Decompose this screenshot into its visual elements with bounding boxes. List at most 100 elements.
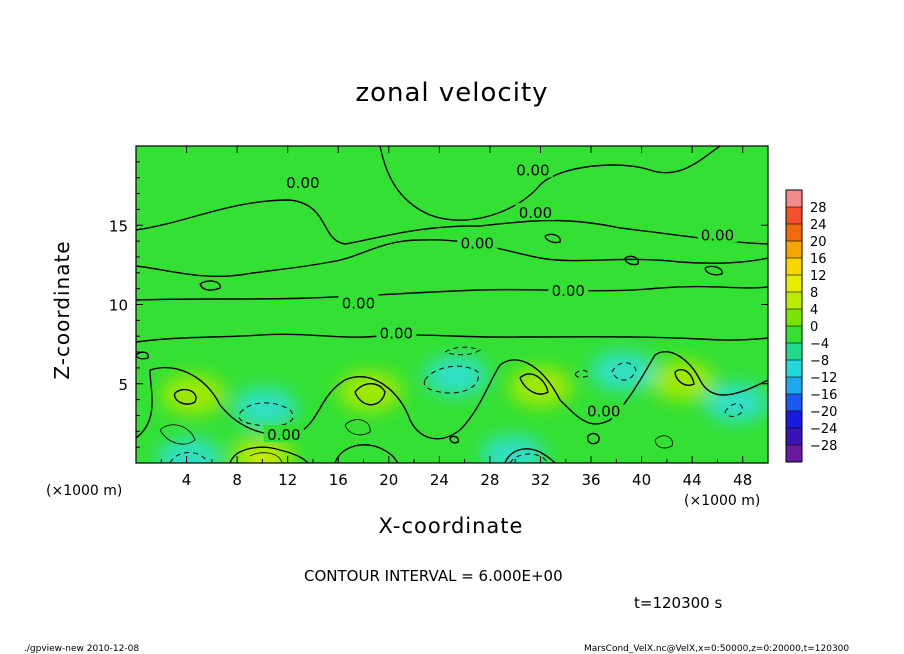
contour-line-zero <box>136 351 768 440</box>
contour-line-zero <box>136 239 768 278</box>
field-feature-negative <box>232 387 297 428</box>
field-feature-negative <box>704 382 768 423</box>
contour-line-zero <box>504 448 556 463</box>
colorbar-label: −24 <box>810 422 837 437</box>
colorbar-segment <box>786 309 802 327</box>
contour-label: 0.00 <box>519 204 552 222</box>
contour-label: 0.00 <box>587 402 620 420</box>
field-feature-peak <box>248 453 277 463</box>
contour-line-zero <box>674 368 695 386</box>
contour-label-bg <box>263 425 304 443</box>
contour-label: 0.00 <box>380 325 413 343</box>
contour-line-positive <box>654 435 673 449</box>
colorbar-label: 28 <box>810 201 827 216</box>
contour-label-bg <box>457 233 498 251</box>
contour-label-bg <box>376 323 417 341</box>
colorbar-segment <box>786 241 802 259</box>
contour-line-zero <box>136 199 768 245</box>
colorbar-segment <box>786 394 802 412</box>
x-tick-label: 44 <box>683 471 702 489</box>
x-tick-label: 40 <box>632 471 651 489</box>
contour-label: 0.00 <box>516 161 549 179</box>
field-feature-positive <box>337 371 402 412</box>
contour-line-zero <box>136 351 149 360</box>
field-feature-positive <box>160 374 225 415</box>
x-tick-label: 24 <box>430 471 449 489</box>
chart-title: zonal velocity <box>355 78 549 108</box>
colorbar-segment <box>786 326 802 344</box>
time-stamp: t=120300 s <box>634 594 723 612</box>
x-tick-label: 48 <box>733 471 752 489</box>
field-feature-positive <box>650 360 715 401</box>
contour-label-bg <box>515 203 556 221</box>
contour-label-bg <box>583 401 624 419</box>
contour-line-zero <box>354 383 386 406</box>
x-tick-label: 28 <box>480 471 499 489</box>
colorbar-segment <box>786 292 802 310</box>
contour-line-zero <box>704 265 723 276</box>
contour-label: 0.00 <box>701 226 734 244</box>
x-axis-label-text: X-coordinate <box>378 514 524 538</box>
x-tick-label: 16 <box>329 471 348 489</box>
contour-line-negative <box>574 369 589 378</box>
contour-line-positive <box>344 419 371 436</box>
colorbar-segment <box>786 224 802 242</box>
y-tick-label: 10 <box>109 297 128 315</box>
contour-line-negative <box>509 453 549 463</box>
y-tick-label: 15 <box>109 217 128 235</box>
field-feature-negative <box>480 435 545 463</box>
contour-line-positive <box>249 452 283 463</box>
contour-line-zero <box>544 233 561 244</box>
contour-line-zero <box>334 444 399 463</box>
y-tick-label: 5 <box>118 376 128 394</box>
colorbar-label: 16 <box>810 252 827 267</box>
contour-label: 0.00 <box>552 282 585 300</box>
field-features <box>157 351 768 463</box>
colorbar-label: −20 <box>810 405 837 420</box>
x-tick-label: 32 <box>531 471 550 489</box>
x-tick-label: 8 <box>232 471 242 489</box>
x-tick-label: 20 <box>379 471 398 489</box>
colorbar-segment <box>786 445 802 463</box>
colorbar-label: 8 <box>810 286 818 301</box>
x-tick-label: 12 <box>278 471 297 489</box>
colorbar-label: 4 <box>810 303 818 318</box>
contour-line-negative <box>169 452 209 463</box>
contour-line-zero <box>586 432 600 445</box>
contour-label: 0.00 <box>342 295 375 313</box>
colorbar-label: 12 <box>810 269 827 284</box>
colorbar-segment <box>786 190 802 208</box>
colorbar-label: −8 <box>810 354 829 369</box>
field-feature-negative <box>590 351 655 392</box>
colorbar-segment <box>786 207 802 225</box>
footer-right: MarsCond_VelX.nc@VelX,x=0:50000,z=0:2000… <box>584 644 850 654</box>
colorbar-label: −12 <box>810 371 837 386</box>
colorbar-label: 20 <box>810 235 827 250</box>
contour-label-bg <box>697 225 738 243</box>
contour-line-zero <box>449 435 460 444</box>
contour-line-zero <box>136 333 768 343</box>
colorbar-segment <box>786 275 802 293</box>
x-axis-label: X-coordinate <box>0 514 904 538</box>
colorbar-label: 24 <box>810 218 827 233</box>
contour-label-bg <box>548 280 589 298</box>
x-tick-label: 36 <box>581 471 600 489</box>
field-feature-negative <box>157 438 222 463</box>
colorbar-frame <box>785 189 803 463</box>
colorbar-segment <box>786 428 802 446</box>
field-feature-negative <box>423 355 488 396</box>
colorbar-segment <box>786 343 802 361</box>
colorbar-label: −4 <box>810 337 829 352</box>
contour-line-negative <box>724 403 743 417</box>
zero-contours <box>136 146 768 463</box>
field-feature-positive <box>508 366 573 407</box>
colorbar-label: 0 <box>810 320 818 335</box>
contour-line-zero <box>229 446 309 463</box>
contour-line-zero <box>519 373 549 395</box>
contour-label: 0.00 <box>461 234 494 252</box>
contour-label: 0.00 <box>286 174 319 192</box>
contour-interval: CONTOUR INTERVAL = 6.000E+00 <box>304 567 563 585</box>
contour-line-zero <box>199 280 221 291</box>
contour-line-zero <box>173 388 197 405</box>
contour-label-bg <box>282 173 323 191</box>
